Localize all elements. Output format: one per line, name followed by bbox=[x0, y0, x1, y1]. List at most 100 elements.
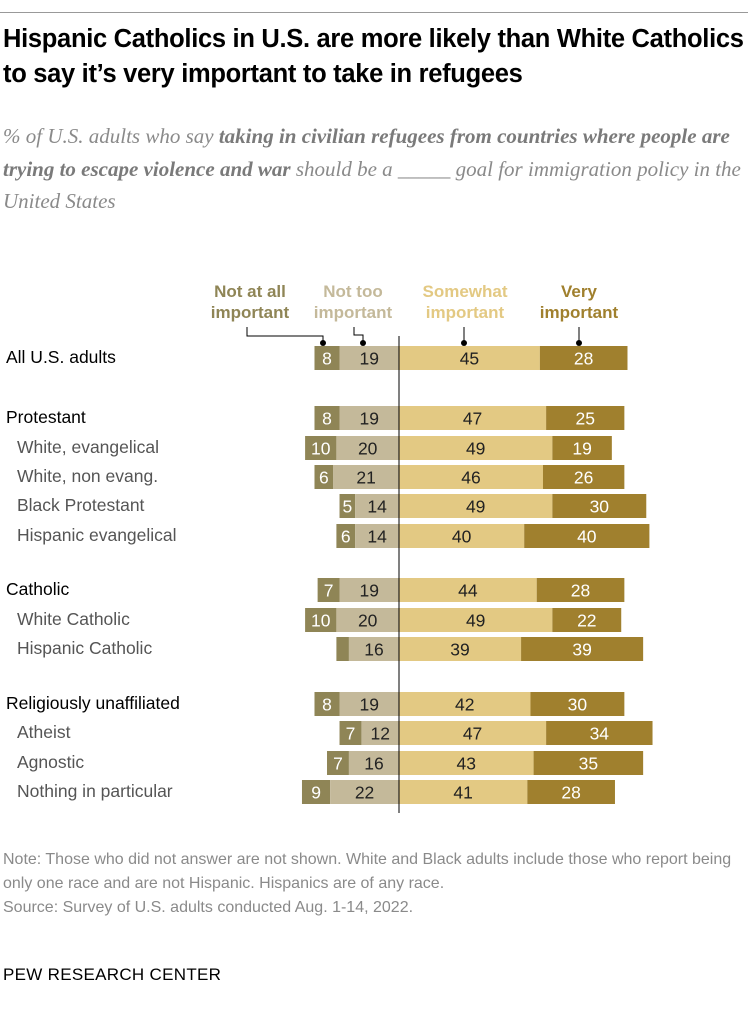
data-label: 30 bbox=[568, 695, 588, 715]
data-label: 39 bbox=[450, 640, 469, 660]
subtitle-pre: % of U.S. adults who say bbox=[3, 124, 219, 148]
bar-segment-not-too bbox=[348, 637, 399, 661]
data-label: 19 bbox=[360, 409, 379, 429]
leader-not-at-all bbox=[246, 327, 324, 343]
bar-segment-very bbox=[542, 465, 625, 489]
bar-segment-not-at-all bbox=[336, 524, 356, 548]
data-label: 43 bbox=[457, 754, 476, 774]
bar-segment-somewhat bbox=[399, 465, 543, 489]
data-label: 39 bbox=[572, 640, 591, 660]
bar-segment-very bbox=[521, 637, 644, 661]
bar-segment-very bbox=[533, 751, 644, 775]
leader-dot bbox=[320, 340, 326, 346]
bar-segment-very bbox=[546, 406, 625, 430]
row-label: White, evangelical bbox=[17, 437, 160, 457]
bar-segment-very bbox=[527, 780, 615, 804]
bar-segment-not-too bbox=[361, 721, 399, 745]
row-label: Protestant bbox=[6, 407, 86, 427]
data-label: 49 bbox=[466, 439, 485, 459]
data-label: 7 bbox=[324, 581, 334, 601]
leader-not-too bbox=[353, 327, 364, 343]
data-label: 49 bbox=[466, 611, 485, 631]
data-label: 14 bbox=[367, 497, 387, 517]
bar-segment-very bbox=[524, 524, 650, 548]
bar-segment-not-at-all bbox=[339, 494, 356, 518]
data-label: 7 bbox=[346, 724, 356, 744]
bar-segment-very bbox=[552, 494, 647, 518]
bar-segment-not-at-all bbox=[339, 721, 362, 745]
bar-segment-not-at-all bbox=[305, 608, 337, 632]
subtitle-post: should be a _____ goal for immigration p… bbox=[3, 156, 741, 214]
data-label: 34 bbox=[590, 724, 610, 744]
legend-not-too: Not too important bbox=[313, 282, 393, 322]
bar-segment-not-too bbox=[336, 436, 399, 460]
bar-segment-not-at-all bbox=[305, 436, 337, 460]
data-label: 30 bbox=[590, 497, 610, 517]
data-label: 49 bbox=[466, 497, 485, 517]
data-label: 40 bbox=[452, 527, 472, 547]
chart-subtitle: % of U.S. adults who say taking in civil… bbox=[3, 120, 743, 218]
row-label: White Catholic bbox=[17, 609, 130, 629]
data-label: 10 bbox=[311, 439, 331, 459]
data-label: 8 bbox=[322, 349, 332, 369]
leader-dot bbox=[360, 340, 366, 346]
chart-title: Hispanic Catholics in U.S. are more like… bbox=[3, 25, 744, 88]
data-label: 5 bbox=[342, 497, 352, 517]
bar-segment-not-at-all bbox=[301, 780, 331, 804]
chart-note: Note: Those who did not answer are not s… bbox=[3, 848, 733, 920]
data-label: 47 bbox=[463, 724, 482, 744]
note-text: Note: Those who did not answer are not s… bbox=[3, 851, 732, 892]
bar-segment-somewhat bbox=[399, 751, 534, 775]
bar-segment-somewhat bbox=[399, 494, 553, 518]
data-label: 6 bbox=[319, 468, 329, 488]
data-label: 46 bbox=[461, 468, 480, 488]
data-label: 47 bbox=[463, 409, 482, 429]
data-label: 42 bbox=[455, 695, 474, 715]
row-label: Hispanic Catholic bbox=[17, 638, 153, 658]
bar-segment-very bbox=[552, 436, 612, 460]
chart-svg: 8 19 45 28 8 19 47 25 10 20 49 19 6 21 46 26 5 14 49 30 6 14 4… bbox=[246, 327, 653, 813]
bar-segment-not-too bbox=[330, 780, 399, 804]
bar-segment-somewhat bbox=[399, 780, 528, 804]
data-label: 8 bbox=[322, 695, 332, 715]
row-label: Black Protestant bbox=[17, 495, 145, 515]
data-label: 19 bbox=[360, 349, 379, 369]
bar-segment-not-too bbox=[339, 692, 399, 716]
data-label: 16 bbox=[364, 640, 383, 660]
data-label: 12 bbox=[370, 724, 389, 744]
data-label: 45 bbox=[460, 349, 479, 369]
pew-logo: PEW RESEARCH CENTER bbox=[3, 965, 222, 984]
bar-segment-not-too bbox=[336, 608, 399, 632]
bar-segment-not-at-all bbox=[314, 465, 334, 489]
bar-segment-somewhat bbox=[399, 524, 525, 548]
data-label: 20 bbox=[358, 611, 378, 631]
bar-segment-not-too bbox=[339, 406, 399, 430]
data-label: 22 bbox=[577, 611, 596, 631]
row-label: All U.S. adults bbox=[6, 347, 116, 367]
bar-segment-not-at-all bbox=[336, 637, 349, 661]
top-rule bbox=[0, 12, 748, 13]
row-label: Hispanic evangelical bbox=[17, 525, 177, 545]
bar-segment-not-at-all bbox=[317, 578, 340, 602]
bar-segment-somewhat bbox=[399, 721, 547, 745]
legend-not-at-all: Not at all important bbox=[210, 282, 290, 322]
row-label: Atheist bbox=[17, 722, 71, 742]
data-label: 6 bbox=[341, 527, 351, 547]
data-label: 19 bbox=[360, 695, 379, 715]
bar-segment-somewhat bbox=[399, 608, 553, 632]
bar-segment-very bbox=[539, 346, 628, 370]
bar-segment-somewhat bbox=[399, 692, 531, 716]
data-label: 7 bbox=[333, 754, 343, 774]
data-label: 14 bbox=[367, 527, 387, 547]
bar-segment-not-at-all bbox=[314, 406, 340, 430]
bar-segment-not-too bbox=[333, 465, 399, 489]
data-label: 44 bbox=[458, 581, 478, 601]
bar-segment-not-too bbox=[348, 751, 399, 775]
data-label: 28 bbox=[574, 349, 593, 369]
data-label: 35 bbox=[579, 754, 598, 774]
bar-segment-not-too bbox=[355, 524, 399, 548]
bar-segment-not-too bbox=[355, 494, 399, 518]
data-label: 40 bbox=[577, 527, 597, 547]
row-label: Religiously unaffiliated bbox=[6, 693, 180, 713]
